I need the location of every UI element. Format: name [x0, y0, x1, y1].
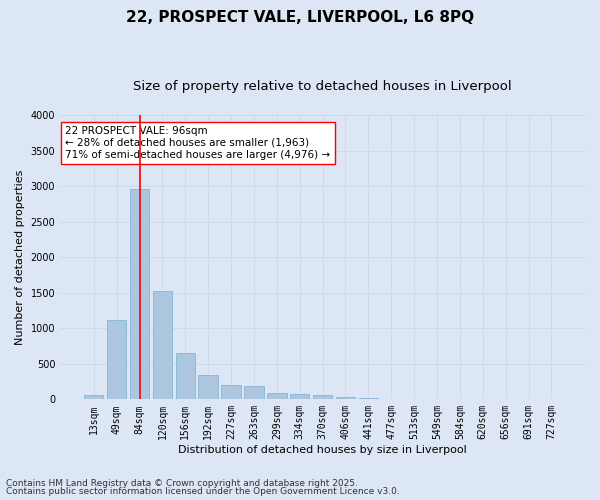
Bar [107, 320, 127, 400]
Bar [84, 396, 103, 400]
Bar [382, 398, 401, 400]
Bar [244, 386, 263, 400]
Text: 22, PROSPECT VALE, LIVERPOOL, L6 8PQ: 22, PROSPECT VALE, LIVERPOOL, L6 8PQ [126, 10, 474, 25]
Y-axis label: Number of detached properties: Number of detached properties [15, 170, 25, 345]
Text: Contains public sector information licensed under the Open Government Licence v3: Contains public sector information licen… [6, 487, 400, 496]
Bar [267, 393, 287, 400]
Bar [359, 398, 378, 400]
Bar [199, 375, 218, 400]
Bar [130, 189, 149, 400]
Bar [152, 290, 172, 400]
Bar [221, 386, 241, 400]
Title: Size of property relative to detached houses in Liverpool: Size of property relative to detached ho… [133, 80, 512, 93]
Text: 22 PROSPECT VALE: 96sqm
← 28% of detached houses are smaller (1,963)
71% of semi: 22 PROSPECT VALE: 96sqm ← 28% of detache… [65, 126, 331, 160]
Text: Contains HM Land Registry data © Crown copyright and database right 2025.: Contains HM Land Registry data © Crown c… [6, 478, 358, 488]
X-axis label: Distribution of detached houses by size in Liverpool: Distribution of detached houses by size … [178, 445, 467, 455]
Bar [176, 353, 195, 400]
Bar [290, 394, 310, 400]
Bar [336, 397, 355, 400]
Bar [313, 396, 332, 400]
